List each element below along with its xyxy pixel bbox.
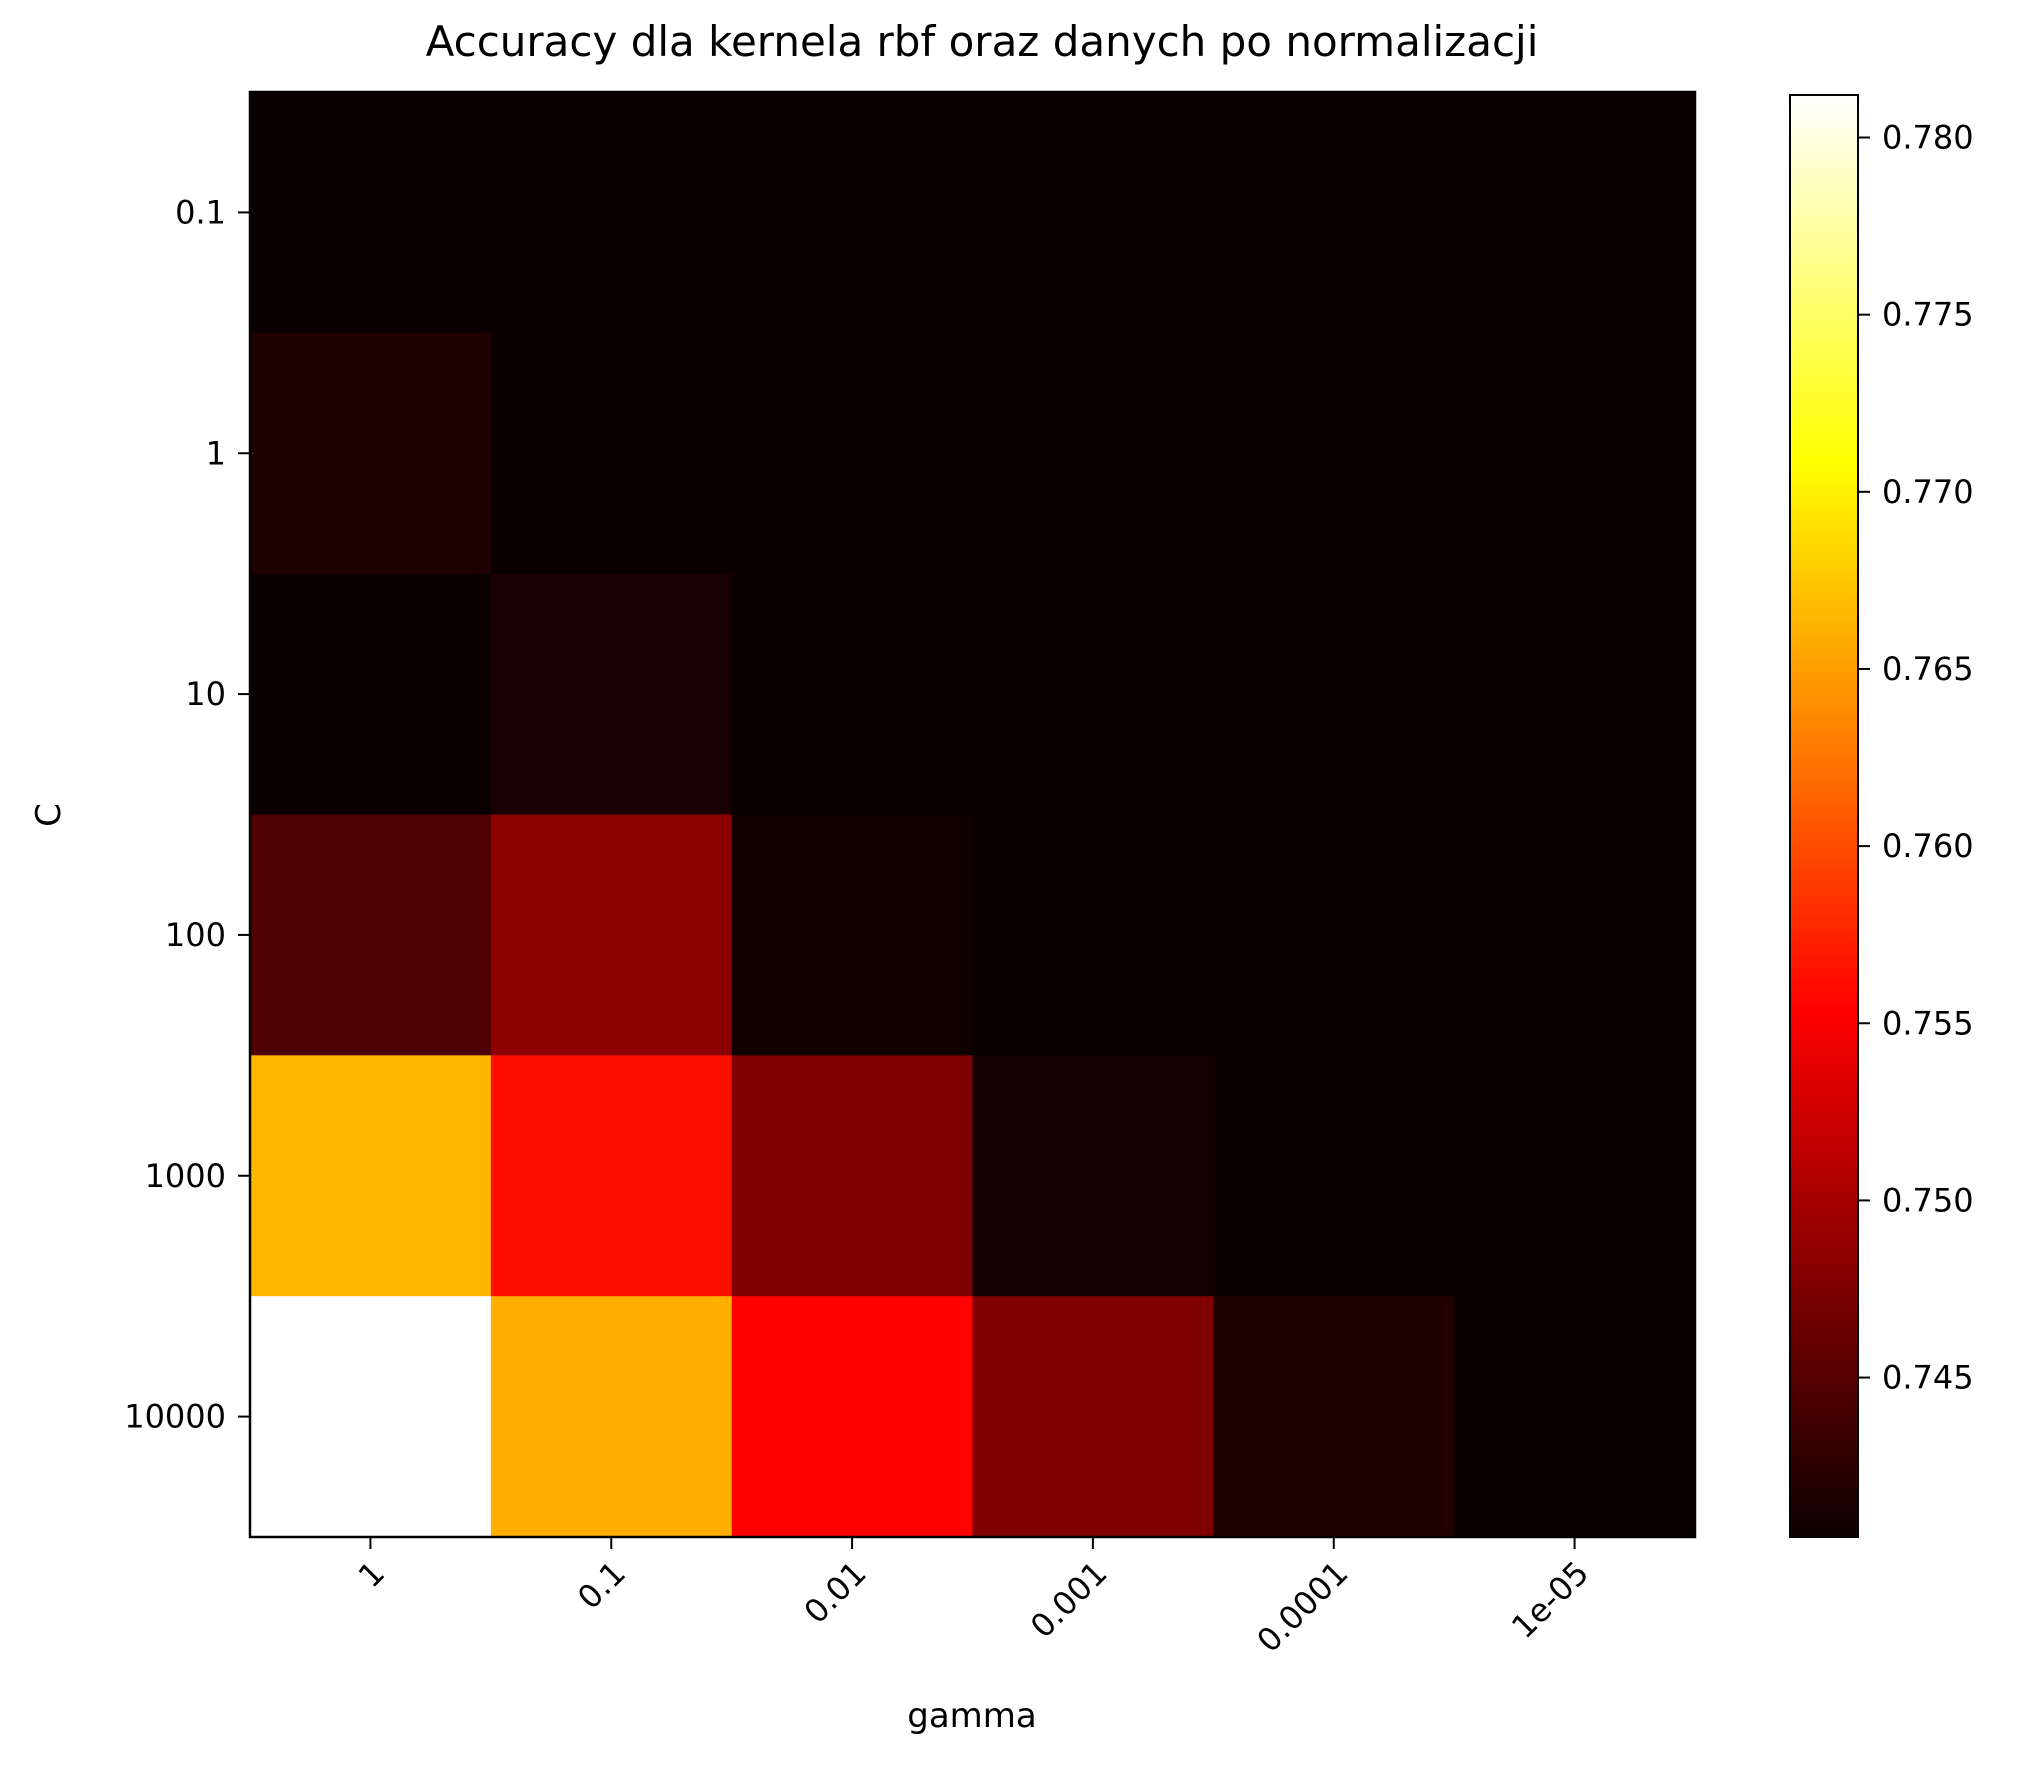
colorbar xyxy=(1789,94,1859,1538)
heatmap-cell xyxy=(1454,92,1696,334)
colorbar-tick-label: 0.755 xyxy=(1882,1004,1974,1042)
x-axis-ticks: 1 0.1 0.01 0.001 0.0001 1e-05 xyxy=(351,1537,1596,1660)
heatmap-cell xyxy=(250,1296,492,1538)
heatmap-cell xyxy=(250,573,492,815)
heatmap-cell xyxy=(1213,92,1455,334)
heatmap-cell xyxy=(490,1296,733,1538)
heatmap-cell xyxy=(490,92,733,334)
y-tick-label: 10 xyxy=(185,675,226,713)
heatmap-cell xyxy=(731,1055,973,1297)
chart-title: Accuracy dla kernela rbf oraz danych po … xyxy=(426,17,1539,66)
heatmap-cell xyxy=(972,332,1214,575)
heatmap-cell xyxy=(972,814,1214,1056)
heatmap-cell xyxy=(972,92,1214,334)
heatmap-cell xyxy=(972,1055,1214,1297)
heatmap-cell xyxy=(731,332,973,575)
heatmap-cell xyxy=(250,814,492,1056)
heatmap-cell xyxy=(250,92,492,334)
heatmap-cell xyxy=(1213,1055,1455,1297)
heatmap-cell xyxy=(1454,1055,1696,1297)
colorbar-tick-label: 0.765 xyxy=(1882,650,1974,688)
y-tick-label: 1 xyxy=(206,434,226,472)
heatmap-cell xyxy=(1213,1296,1455,1538)
y-tick-label: 100 xyxy=(165,916,226,954)
heatmap-cell xyxy=(1213,573,1455,815)
heatmap-cell xyxy=(972,1296,1214,1538)
colorbar-tick-label: 0.750 xyxy=(1882,1181,1974,1219)
heatmap-cell xyxy=(1454,814,1696,1056)
x-axis-label: gamma xyxy=(907,1696,1037,1736)
x-tick-label: 0.001 xyxy=(1023,1554,1115,1646)
plot-frame xyxy=(248,90,1697,1539)
y-tick-label: 10000 xyxy=(124,1398,226,1436)
heatmap-cell xyxy=(490,1055,733,1297)
y-tick-label: 1000 xyxy=(145,1157,226,1195)
heatmap-cell xyxy=(1213,814,1455,1056)
x-tick-label: 0.0001 xyxy=(1249,1554,1355,1660)
heatmap-cell xyxy=(1454,1296,1696,1538)
heatmap-cells xyxy=(250,92,1696,1538)
y-axis-label: C xyxy=(29,803,69,827)
colorbar-tick-label: 0.760 xyxy=(1882,827,1974,865)
heatmap-cell xyxy=(1454,573,1696,815)
colorbar-tick-label: 0.780 xyxy=(1882,119,1974,157)
x-tick-label: 0.01 xyxy=(796,1554,873,1631)
heatmap-cell xyxy=(1454,332,1696,575)
heatmap-cell xyxy=(731,1296,973,1538)
heatmap-cell xyxy=(250,332,492,575)
colorbar-tick-label: 0.745 xyxy=(1882,1359,1974,1397)
colorbar-tick-label: 0.775 xyxy=(1882,296,1974,334)
colorbar-tick-label: 0.770 xyxy=(1882,473,1974,511)
x-tick-label: 1 xyxy=(351,1554,392,1595)
heatmap-cell xyxy=(731,573,973,815)
x-tick-label: 0.1 xyxy=(570,1554,633,1617)
heatmap-cell xyxy=(250,1055,492,1297)
y-axis-ticks: 0.1 1 10 100 1000 10000 xyxy=(124,193,250,1436)
heatmap-cell xyxy=(490,814,733,1056)
x-tick-label: 1e-05 xyxy=(1504,1554,1596,1646)
y-tick-label: 0.1 xyxy=(175,193,226,231)
heatmap-cell xyxy=(731,92,973,334)
heatmap-cell xyxy=(731,814,973,1056)
heatmap-cell xyxy=(972,573,1214,815)
colorbar-ticks: 0.745 0.750 0.755 0.760 0.765 0.770 0.775 0.780 xyxy=(1858,119,1974,1397)
heatmap-cell xyxy=(490,332,733,575)
heatmap-cell xyxy=(1213,332,1455,575)
heatmap-cell xyxy=(490,573,733,815)
